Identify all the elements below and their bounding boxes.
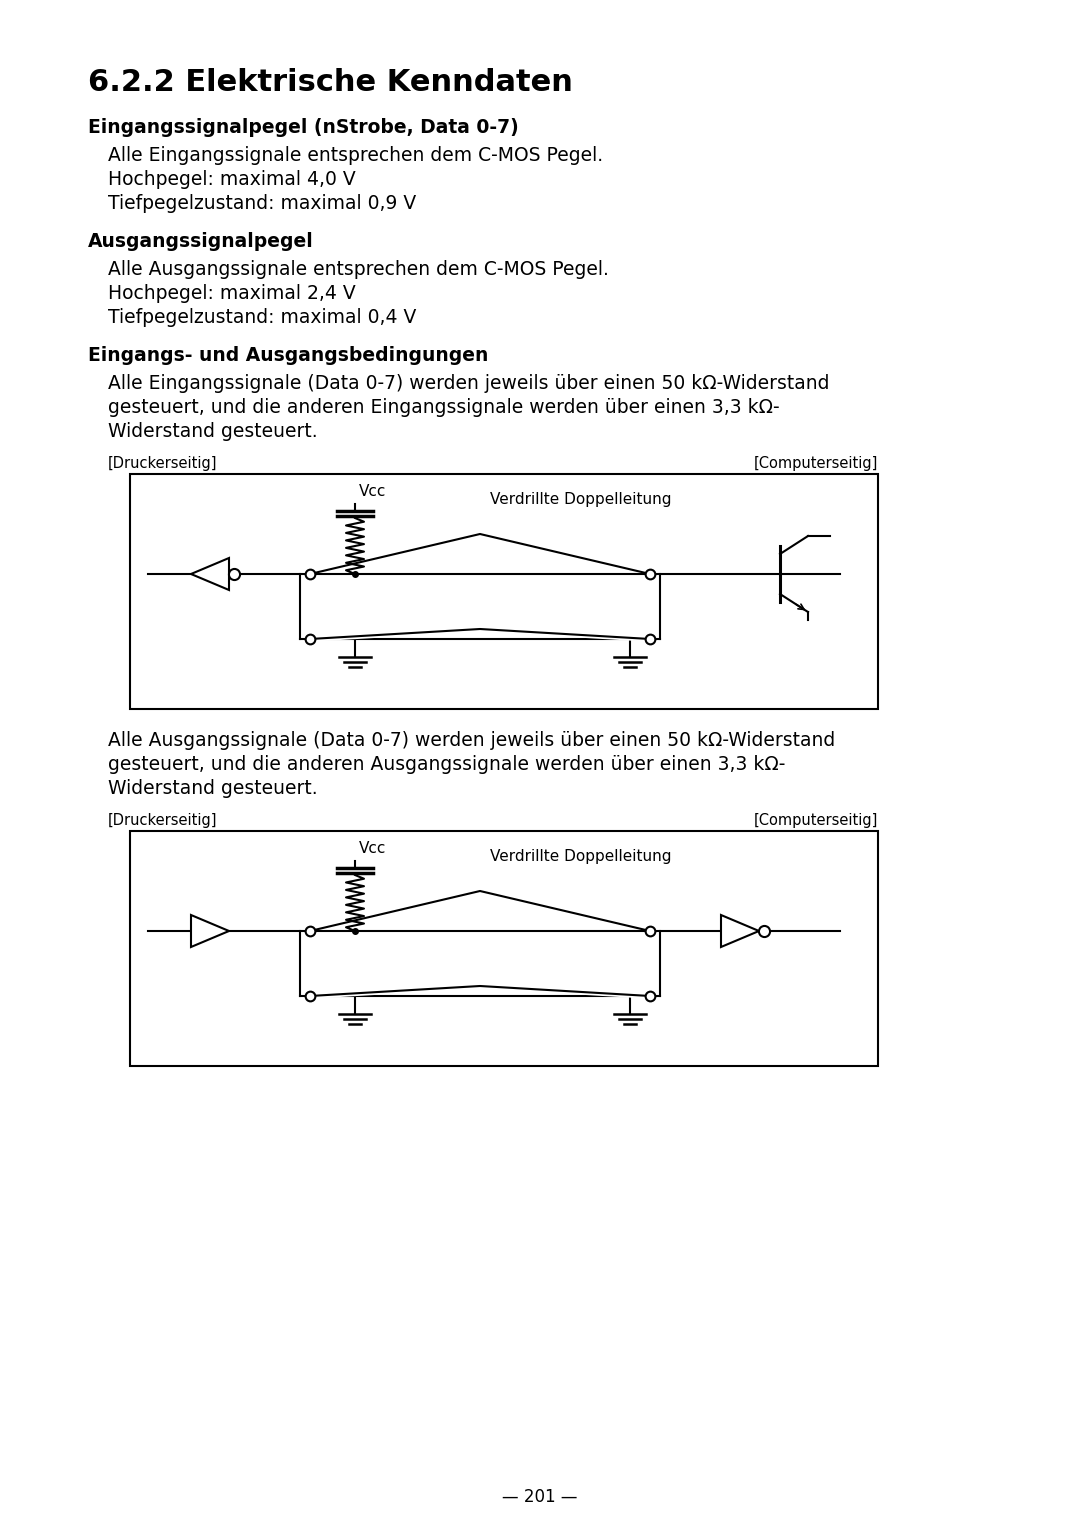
Polygon shape <box>191 558 229 590</box>
Text: Widerstand gesteuert.: Widerstand gesteuert. <box>108 422 318 440</box>
Polygon shape <box>721 914 759 946</box>
Bar <box>130 474 878 709</box>
Text: Widerstand gesteuert.: Widerstand gesteuert. <box>108 778 318 798</box>
Text: Verdrillte Doppelleitung: Verdrillte Doppelleitung <box>490 849 672 864</box>
Text: Vcc: Vcc <box>359 841 387 856</box>
Text: Alle Ausgangssignale (Data 0-7) werden jeweils über einen 50 kΩ-Widerstand: Alle Ausgangssignale (Data 0-7) werden j… <box>108 731 835 751</box>
Text: Hochpegel: maximal 2,4 V: Hochpegel: maximal 2,4 V <box>108 284 355 303</box>
Text: Alle Eingangssignale entsprechen dem C-MOS Pegel.: Alle Eingangssignale entsprechen dem C-M… <box>108 145 603 165</box>
Text: Alle Ausgangssignale entsprechen dem C-MOS Pegel.: Alle Ausgangssignale entsprechen dem C-M… <box>108 260 609 278</box>
Text: Hochpegel: maximal 4,0 V: Hochpegel: maximal 4,0 V <box>108 170 355 190</box>
Text: [Druckerseitig]: [Druckerseitig] <box>108 456 217 471</box>
Text: Eingangssignalpegel (nStrobe, Data 0-7): Eingangssignalpegel (nStrobe, Data 0-7) <box>87 118 518 138</box>
Text: Verdrillte Doppelleitung: Verdrillte Doppelleitung <box>490 492 672 508</box>
Text: 6.2.2 Elektrische Kenndaten: 6.2.2 Elektrische Kenndaten <box>87 67 572 96</box>
Text: Ausgangssignalpegel: Ausgangssignalpegel <box>87 232 314 251</box>
Text: Tiefpegelzustand: maximal 0,9 V: Tiefpegelzustand: maximal 0,9 V <box>108 194 416 213</box>
Text: — 201 —: — 201 — <box>502 1488 578 1506</box>
Text: Eingangs- und Ausgangsbedingungen: Eingangs- und Ausgangsbedingungen <box>87 346 488 365</box>
Text: [Computerseitig]: [Computerseitig] <box>754 813 878 829</box>
Text: Vcc: Vcc <box>359 485 387 498</box>
Text: gesteuert, und die anderen Eingangssignale werden über einen 3,3 kΩ-: gesteuert, und die anderen Eingangssigna… <box>108 398 780 417</box>
Text: [Computerseitig]: [Computerseitig] <box>754 456 878 471</box>
Polygon shape <box>191 914 229 946</box>
Bar <box>130 830 878 1066</box>
Text: Alle Eingangssignale (Data 0-7) werden jeweils über einen 50 kΩ-Widerstand: Alle Eingangssignale (Data 0-7) werden j… <box>108 375 829 393</box>
Text: gesteuert, und die anderen Ausgangssignale werden über einen 3,3 kΩ-: gesteuert, und die anderen Ausgangssigna… <box>108 755 785 774</box>
Text: [Druckerseitig]: [Druckerseitig] <box>108 813 217 829</box>
Text: Tiefpegelzustand: maximal 0,4 V: Tiefpegelzustand: maximal 0,4 V <box>108 307 417 327</box>
